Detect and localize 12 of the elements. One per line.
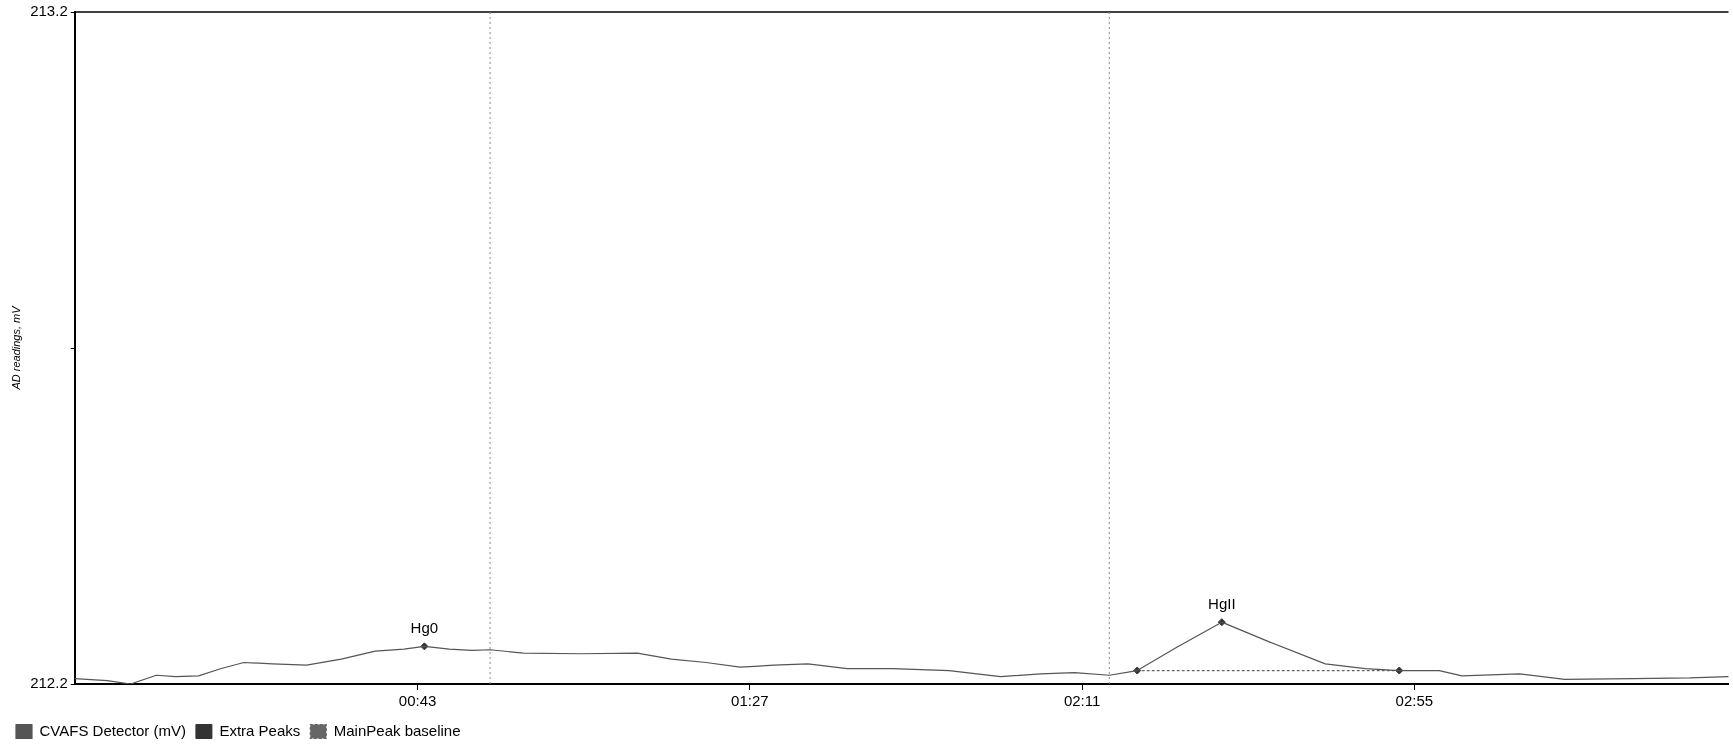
legend-label: Extra Peaks: [219, 721, 301, 739]
annotation: HgII: [1208, 594, 1236, 612]
y-tick-label: 213.2: [30, 2, 68, 20]
y-axis-title: AD readings, mV: [9, 304, 22, 391]
legend-label: MainPeak baseline: [333, 721, 461, 739]
x-tick-label: 02:11: [1063, 692, 1101, 710]
x-tick-label: 00:43: [398, 692, 437, 710]
x-tick-label: 01:27: [731, 692, 769, 710]
legend-label: CVAFS Detector (mV): [39, 721, 186, 739]
x-tick-label: 02:55: [1395, 692, 1434, 710]
y-tick-label: 212.2: [30, 674, 68, 692]
annotation: Hg0: [410, 619, 439, 637]
